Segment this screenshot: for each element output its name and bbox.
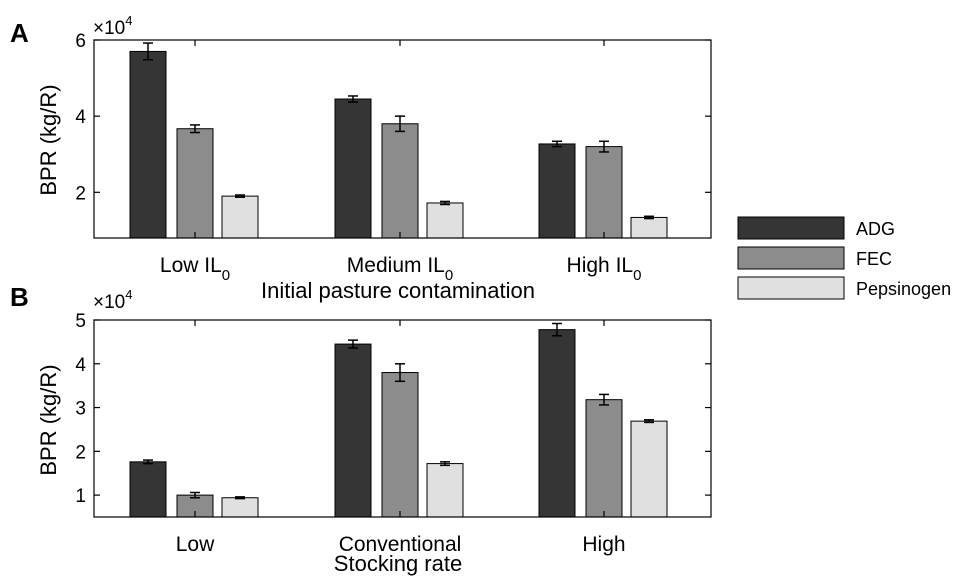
panel-a-ylabel: BPR (kg/R) — [36, 84, 61, 195]
panel-b-category-label-1: Low — [176, 533, 215, 556]
panel-b-bar-pepsinogen-1 — [221, 497, 259, 518]
legend: ADG FEC Pepsinogen — [737, 216, 951, 300]
panel-b-bar-pepsinogen-2 — [426, 463, 464, 518]
legend-label-fec: FEC — [856, 249, 892, 269]
panel-b-ytick-label: 1 — [75, 486, 86, 507]
panel-a-bar-pepsinogen-3 — [630, 216, 668, 239]
panel-b-ylabel: BPR (kg/R) — [36, 364, 61, 475]
panel-a-bar-adg-2 — [334, 98, 372, 239]
panel-b-category-label-3: High — [582, 533, 625, 556]
panel-b-errorbar-adg-3 — [552, 322, 562, 337]
panel-b-ytick-label: 3 — [75, 399, 86, 420]
panel-b-bar-pepsinogen-3 — [630, 420, 668, 518]
panel-a-errorbar-adg-3 — [552, 140, 562, 148]
panel-b-axes-box — [93, 319, 712, 518]
legend-label-adg: ADG — [856, 219, 895, 239]
panel-a-letter: A — [10, 18, 29, 48]
panel-a-errorbar-pepsinogen-1 — [235, 194, 245, 199]
panel-a-bar-fec-3 — [585, 146, 623, 239]
panel-a-bar-adg-1 — [129, 50, 167, 239]
panel-b-ytick-label: 4 — [75, 355, 86, 376]
panel-b-bar-adg-3 — [538, 329, 576, 518]
panel-a-errorbar-pepsinogen-2 — [440, 200, 450, 206]
panel-b-errorbar-pepsinogen-1 — [235, 496, 245, 500]
panel-b-bar-fec-2 — [381, 372, 419, 518]
legend-label-pepsinogen: Pepsinogen — [856, 279, 951, 299]
panel-b-ytick-label: 5 — [75, 311, 86, 332]
panel-b-bar-fec-3 — [585, 399, 623, 518]
legend-swatch-adg — [737, 216, 845, 240]
panel-b-category-label-2: Conventional — [339, 533, 462, 556]
panel-a-errorbar-adg-2 — [348, 95, 358, 103]
panel-b-errorbar-adg-1 — [143, 459, 153, 465]
legend-swatch-pepsinogen — [737, 276, 845, 300]
panel-a-errorbar-fec-1 — [190, 124, 200, 134]
panel-a-ytick-label: 6 — [75, 31, 86, 52]
panel-a-errorbar-pepsinogen-3 — [644, 215, 654, 220]
panel-b-xlabel: Stocking rate — [334, 551, 462, 576]
panel-a-category-label-2: Medium IL0 — [347, 254, 453, 284]
panel-b-plot: 1 2 3 4 5 Low Conventional High — [75, 311, 712, 556]
panel-b-bar-adg-1 — [129, 461, 167, 518]
panel-a: A ×104 BPR (kg/R) Initial pasture contam… — [10, 13, 712, 303]
legend-swatch-fec — [737, 246, 845, 270]
panel-a-errorbar-adg-1 — [143, 42, 153, 61]
panel-a-xlabel: Initial pasture contamination — [261, 278, 535, 303]
panel-b-letter: B — [10, 282, 29, 312]
panel-b-errorbar-pepsinogen-3 — [644, 419, 654, 424]
panel-a-bar-adg-3 — [538, 143, 576, 239]
panel-a-bar-fec-1 — [176, 128, 214, 239]
panel-b-errorbar-fec-2 — [395, 363, 405, 383]
panel-b-errorbar-adg-2 — [348, 339, 358, 349]
panel-a-ytick-label: 2 — [75, 183, 86, 204]
panel-b-multiplier: ×104 — [93, 287, 132, 313]
panel-a-category-label-1: Low IL0 — [160, 254, 230, 284]
panel-b-errorbar-fec-3 — [599, 393, 609, 406]
panel-a-errorbar-fec-2 — [395, 115, 405, 133]
panel-a-bar-fec-2 — [381, 123, 419, 239]
panel-b-errorbar-pepsinogen-2 — [440, 461, 450, 467]
panel-a-category-label-3: High IL0 — [567, 254, 642, 284]
panel-a-bar-pepsinogen-2 — [426, 202, 464, 239]
panel-b-bar-adg-2 — [334, 343, 372, 518]
panel-a-ytick-label: 4 — [75, 107, 86, 128]
panel-b-ytick-label: 2 — [75, 442, 86, 463]
panel-a-bar-pepsinogen-1 — [221, 195, 259, 239]
panel-a-plot: 2 4 6 Low IL0 Medium IL0 High IL0 — [75, 31, 712, 284]
panel-a-multiplier: ×104 — [93, 13, 132, 39]
panel-a-errorbar-fec-3 — [599, 140, 609, 153]
panel-b: B ×104 BPR (kg/R) Stocking rate 1 2 3 4 5 Low… — [10, 282, 712, 576]
panel-b-errorbar-fec-1 — [190, 491, 200, 499]
panel-a-axes-box — [93, 39, 712, 239]
